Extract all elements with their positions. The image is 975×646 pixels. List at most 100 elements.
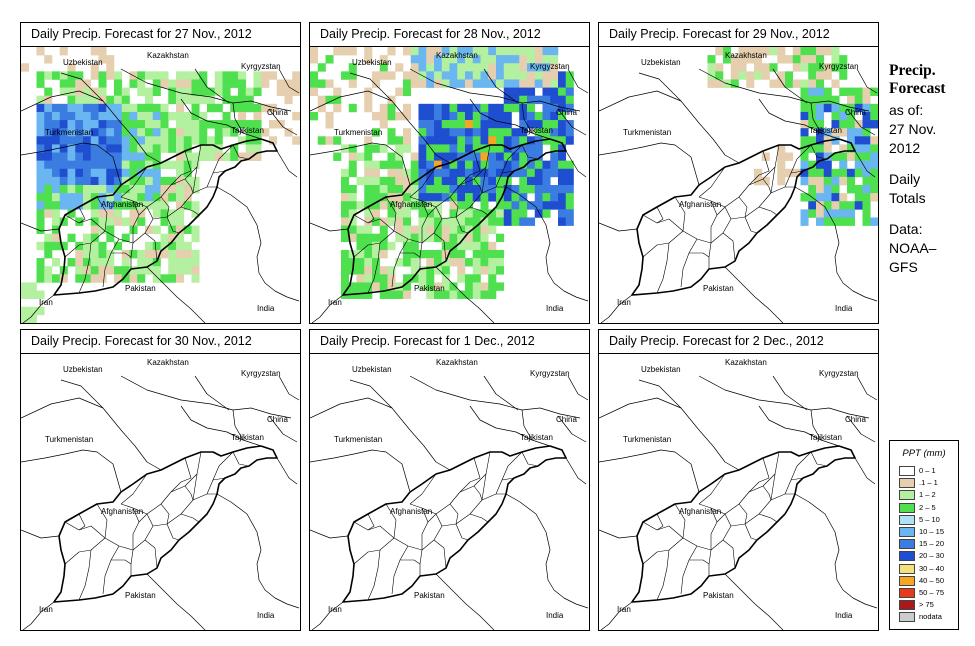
precip-cell (214, 79, 223, 88)
precip-cell (341, 249, 350, 259)
precip-cell (457, 120, 466, 129)
precip-cell (534, 176, 543, 186)
precip-cell (121, 217, 130, 226)
province-border (680, 238, 698, 288)
precip-cell (191, 128, 200, 137)
precip-cell (730, 63, 739, 72)
precip-cell (472, 144, 481, 153)
country-border (724, 266, 784, 323)
province-border (64, 214, 106, 232)
precip-cell (808, 176, 817, 186)
precip-cell (480, 152, 489, 161)
precip-cell (90, 128, 99, 137)
precip-cell (831, 176, 840, 186)
province-border (455, 216, 469, 234)
precip-cell (519, 87, 528, 97)
country-label-turkmenistan: Turkmenistan (623, 435, 671, 444)
country-border (698, 68, 870, 112)
data-label: Data: (889, 221, 923, 237)
precip-cell (488, 103, 497, 113)
precip-cell (325, 95, 334, 105)
precip-cell (558, 209, 567, 218)
precip-cell (341, 193, 350, 202)
precip-cell (67, 95, 76, 105)
precip-cell (449, 249, 458, 259)
precip-cell (542, 111, 551, 121)
province-border (393, 196, 443, 244)
precip-cell (527, 95, 536, 105)
precip-cell (36, 103, 45, 113)
province-border (810, 451, 828, 467)
precip-cell (183, 71, 192, 80)
precip-cell (426, 128, 435, 137)
precip-cell (480, 193, 489, 202)
precip-cell (839, 217, 848, 226)
precip-cell (434, 282, 443, 291)
precip-cell (441, 193, 450, 202)
precip-cell (199, 136, 208, 145)
precip-cell (176, 266, 185, 275)
precip-cell (511, 47, 520, 56)
precip-cell (403, 274, 412, 283)
precip-cell (121, 274, 130, 283)
province-border (770, 186, 795, 194)
precip-cell (387, 217, 396, 226)
precip-cell (379, 266, 388, 275)
precip-cell (387, 103, 396, 113)
precip-cell (496, 176, 505, 186)
country-border (846, 108, 876, 136)
precip-cell (75, 274, 84, 283)
country-border (638, 379, 682, 409)
precip-cell (137, 79, 146, 88)
precip-cell (870, 152, 878, 161)
precip-cell (410, 193, 419, 202)
country-label-iran: Iran (617, 605, 631, 614)
precip-cell (426, 144, 435, 153)
precip-cell (823, 193, 832, 202)
precip-cell (816, 120, 825, 129)
country-label-turkmenistan: Turkmenistan (45, 128, 93, 137)
precip-cell (558, 136, 567, 145)
precip-cell (36, 306, 45, 316)
province-border (421, 521, 429, 550)
precip-cell (434, 120, 443, 129)
precip-cell (862, 152, 871, 161)
precip-cell (199, 95, 208, 105)
precip-cell (67, 233, 76, 243)
precip-cell (129, 152, 138, 161)
precip-cell (847, 176, 856, 186)
precip-cell (59, 201, 68, 210)
province-border (146, 451, 202, 515)
precip-cell (145, 193, 154, 202)
precip-cell (527, 63, 536, 72)
province-border (184, 485, 194, 501)
precip-cell (21, 63, 30, 72)
precip-cell (831, 63, 840, 72)
precip-cell (83, 79, 92, 88)
precip-cell (90, 103, 99, 113)
precip-cell (67, 185, 76, 194)
precip-cell (90, 185, 99, 194)
precip-cell (519, 128, 528, 137)
precip-cell (90, 266, 99, 275)
legend-swatch (899, 514, 915, 525)
precip-cell (434, 63, 443, 72)
precip-cell (261, 103, 270, 113)
precip-cell (558, 144, 567, 153)
country-label-china: China (267, 108, 288, 117)
country-border (565, 150, 587, 178)
precip-cell (777, 176, 786, 186)
precip-cell (176, 128, 185, 137)
precip-cell (472, 266, 481, 275)
country-border (567, 68, 589, 94)
country-border (521, 102, 551, 140)
province-border (435, 451, 491, 515)
precip-cell (341, 185, 350, 194)
precip-cell (496, 266, 505, 275)
precip-cell (191, 95, 200, 105)
precip-cell (36, 266, 45, 275)
precip-cell (542, 168, 551, 178)
precip-cell (310, 71, 319, 80)
country-label-afghanistan: Afghanistan (390, 200, 432, 209)
province-border (144, 539, 158, 569)
